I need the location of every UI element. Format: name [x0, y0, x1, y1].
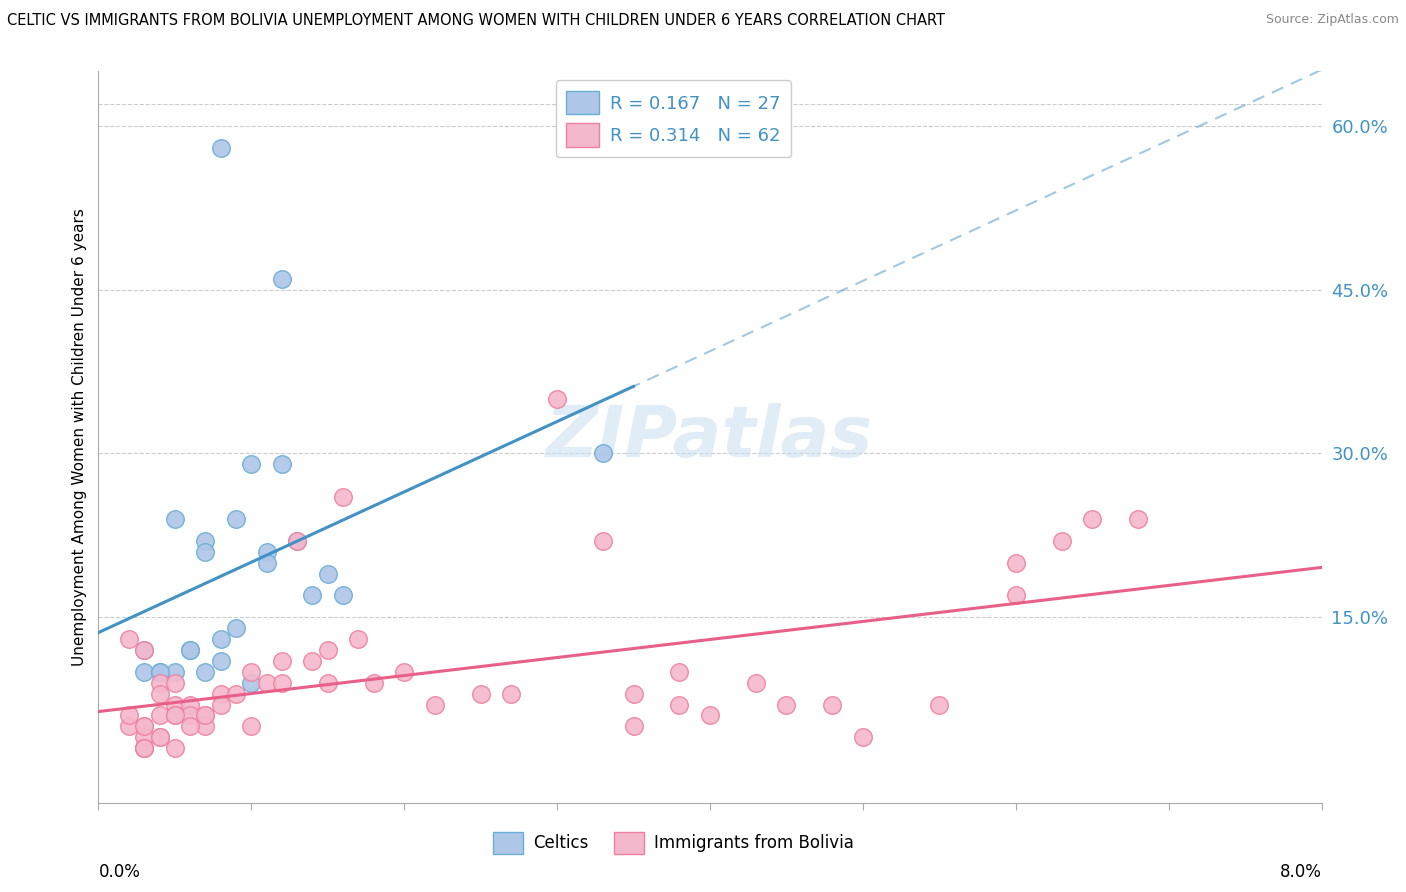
Point [240, 675, 263, 690]
Point [240, 665, 263, 679]
Point [225, 687, 247, 701]
Point [163, 675, 186, 690]
Point [256, 545, 278, 559]
Point [118, 632, 141, 646]
Point [270, 654, 294, 668]
Point [179, 698, 201, 712]
Point [623, 719, 645, 733]
Point [285, 533, 308, 548]
Point [194, 708, 217, 723]
Point [163, 698, 186, 712]
Point [668, 698, 690, 712]
Point [194, 665, 217, 679]
Point [423, 698, 446, 712]
Point [194, 719, 217, 733]
Point [623, 687, 645, 701]
Text: ZIPatlas: ZIPatlas [547, 402, 873, 472]
Point [134, 665, 156, 679]
Point [225, 512, 247, 526]
Point [134, 643, 156, 657]
Point [179, 708, 201, 723]
Point [1004, 556, 1026, 570]
Point [332, 588, 354, 602]
Point [928, 698, 950, 712]
Point [179, 643, 201, 657]
Point [1081, 512, 1104, 526]
Point [501, 687, 523, 701]
Text: 8.0%: 8.0% [1279, 863, 1322, 880]
Point [225, 621, 247, 635]
Point [149, 665, 172, 679]
Point [149, 708, 172, 723]
Point [149, 731, 172, 745]
Point [179, 719, 201, 733]
Point [256, 556, 278, 570]
Point [1004, 588, 1026, 602]
Point [301, 588, 323, 602]
Point [270, 675, 294, 690]
Point [1050, 533, 1073, 548]
Point [209, 141, 232, 155]
Point [470, 687, 492, 701]
Point [134, 741, 156, 756]
Point [592, 446, 614, 460]
Point [194, 708, 217, 723]
Point [134, 719, 156, 733]
Point [699, 708, 721, 723]
Point [149, 687, 172, 701]
Point [134, 643, 156, 657]
Point [775, 698, 797, 712]
Point [149, 731, 172, 745]
Point [316, 643, 339, 657]
Point [134, 741, 156, 756]
Text: CELTIC VS IMMIGRANTS FROM BOLIVIA UNEMPLOYMENT AMONG WOMEN WITH CHILDREN UNDER 6: CELTIC VS IMMIGRANTS FROM BOLIVIA UNEMPL… [7, 13, 945, 29]
Point [194, 545, 217, 559]
Point [163, 512, 186, 526]
Point [240, 458, 263, 472]
Point [209, 687, 232, 701]
Point [332, 490, 354, 504]
Point [163, 708, 186, 723]
Point [270, 272, 294, 286]
Point [852, 731, 875, 745]
Point [1128, 512, 1150, 526]
Point [270, 458, 294, 472]
Point [821, 698, 844, 712]
Point [209, 654, 232, 668]
Point [392, 665, 416, 679]
Point [285, 533, 308, 548]
Point [179, 643, 201, 657]
Point [209, 632, 232, 646]
Point [347, 632, 370, 646]
Point [546, 392, 568, 406]
Point [194, 533, 217, 548]
Point [745, 675, 768, 690]
Point [163, 708, 186, 723]
Point [316, 566, 339, 581]
Point [363, 675, 385, 690]
Point [134, 731, 156, 745]
Point [134, 741, 156, 756]
Point [209, 698, 232, 712]
Point [149, 675, 172, 690]
Point [118, 719, 141, 733]
Point [301, 654, 323, 668]
Point [118, 708, 141, 723]
Text: 0.0%: 0.0% [98, 863, 141, 880]
Point [240, 719, 263, 733]
Point [316, 675, 339, 690]
Point [256, 675, 278, 690]
Point [149, 665, 172, 679]
Legend: Celtics, Immigrants from Bolivia: Celtics, Immigrants from Bolivia [486, 826, 860, 860]
Y-axis label: Unemployment Among Women with Children Under 6 years: Unemployment Among Women with Children U… [72, 208, 87, 666]
Text: Source: ZipAtlas.com: Source: ZipAtlas.com [1265, 13, 1399, 27]
Point [668, 665, 690, 679]
Point [163, 665, 186, 679]
Point [592, 533, 614, 548]
Point [163, 741, 186, 756]
Point [134, 719, 156, 733]
